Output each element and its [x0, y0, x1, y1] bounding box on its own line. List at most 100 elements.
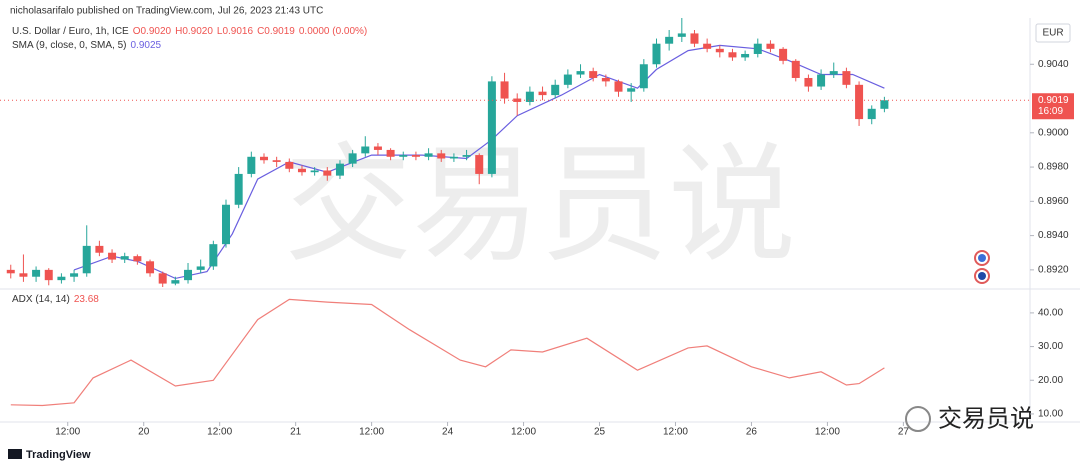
candle-body: [297, 168, 306, 173]
candle-body: [82, 245, 91, 274]
candle-body: [513, 98, 522, 102]
candle-body: [133, 256, 142, 262]
candle-body: [184, 269, 193, 281]
candle-body: [120, 256, 129, 260]
adx-name: ADX (14, 14): [12, 294, 70, 305]
candle-body: [576, 71, 585, 75]
candle-body: [158, 273, 167, 284]
candle-body: [627, 88, 636, 92]
last-price-box: [1032, 93, 1074, 120]
y-tick-label: 10.00: [1038, 409, 1063, 420]
ohlc: 0.0000 (0.00%): [298, 26, 368, 37]
brand: TradingView: [26, 449, 91, 461]
candle-body: [791, 60, 800, 78]
currency-box[interactable]: [1035, 23, 1071, 43]
candle-body: [272, 160, 281, 162]
candle-body: [335, 163, 344, 176]
x-tick-label: 12:00: [359, 427, 384, 438]
x-tick-label: 26: [746, 427, 758, 438]
candle-body: [323, 170, 332, 176]
x-tick-label: 24: [442, 427, 454, 438]
symbol: U.S. Dollar / Euro, 1h, ICE: [12, 26, 129, 37]
candle-body: [652, 43, 661, 65]
price-legend: U.S. Dollar / Euro, 1h, ICE O0.9020 H0.902…: [12, 26, 371, 37]
adx-line: [10, 298, 885, 407]
sma-legend: SMA (9, close, 0, SMA, 5) 0.9025: [12, 40, 165, 51]
candle-body: [209, 244, 218, 267]
flag-icon-inner: [978, 272, 986, 280]
sma-name: SMA (9, close, 0, SMA, 5): [12, 40, 127, 51]
x-tick-label: 12:00: [511, 427, 536, 438]
candle-body: [867, 108, 876, 120]
candle-body: [373, 146, 382, 150]
candle-body: [779, 48, 788, 61]
candle-body: [399, 155, 408, 157]
candle-body: [804, 77, 813, 87]
candle-body: [677, 33, 686, 37]
candle-body: [146, 261, 155, 274]
adx-value: 23.68: [73, 294, 99, 305]
x-tick-label: 20: [138, 427, 150, 438]
candle-body: [766, 43, 775, 49]
candle-body: [690, 33, 699, 44]
currency: EUR: [1042, 28, 1063, 39]
sma-value: 0.9025: [130, 40, 162, 51]
y-tick-label: 0.8920: [1038, 265, 1069, 276]
y-tick-label: 0.8980: [1038, 162, 1069, 173]
y-tick-label: 0.8960: [1038, 196, 1069, 207]
ohlc: H0.9020: [175, 26, 213, 37]
candle-body: [817, 74, 826, 87]
candle-body: [741, 53, 750, 58]
y-tick-label: 0.9000: [1038, 127, 1069, 138]
flag-icon-inner: [978, 254, 986, 262]
candle-body: [842, 71, 851, 85]
candle-body: [500, 81, 509, 99]
ohlc: O0.9020: [132, 26, 172, 37]
candle-body: [487, 81, 496, 174]
x-tick-label: 12:00: [55, 427, 80, 438]
candle-body: [753, 43, 762, 54]
brand-logo: [8, 449, 22, 459]
candle-body: [108, 252, 117, 260]
candle-body: [57, 276, 66, 281]
candle-body: [171, 280, 180, 284]
wechat-label: 交易员说: [938, 405, 1034, 432]
y-tick-label: 20.00: [1038, 375, 1063, 386]
candle-body: [348, 153, 357, 164]
candle-body: [424, 153, 433, 157]
candle-body: [462, 155, 471, 157]
candle-body: [829, 71, 838, 75]
candle-body: [551, 84, 560, 96]
candle-body: [411, 155, 420, 157]
x-tick-label: 25: [594, 427, 606, 438]
ohlc: C0.9019: [257, 26, 295, 37]
byline: nicholasarifalo published on TradingView…: [10, 6, 323, 17]
y-tick-label: 30.00: [1038, 341, 1063, 352]
x-tick-label: 21: [290, 427, 302, 438]
watermark: 交易员说: [284, 134, 796, 277]
candle-body: [855, 84, 864, 120]
candle-body: [70, 273, 79, 277]
countdown: 16:09: [1038, 106, 1063, 117]
candle-body: [32, 269, 41, 277]
x-tick-label: 12:00: [663, 427, 688, 438]
y-tick-label: 40.00: [1038, 308, 1063, 319]
candle-body: [361, 146, 370, 154]
candle-body: [639, 64, 648, 89]
x-tick-label: 12:00: [207, 427, 232, 438]
candle-body: [601, 77, 610, 82]
candle-body: [259, 156, 268, 161]
candle-body: [703, 43, 712, 49]
candle-body: [475, 155, 484, 174]
candle-body: [196, 266, 205, 270]
candle-body: [247, 156, 256, 174]
y-tick-label: 0.9040: [1038, 59, 1069, 70]
candle-body: [715, 48, 724, 53]
candle-body: [386, 149, 395, 157]
wechat-icon: [905, 406, 931, 432]
x-tick-label: 27: [898, 427, 910, 438]
adx-legend: ADX (14, 14) 23.68: [12, 294, 103, 305]
candle-body: [6, 269, 15, 274]
